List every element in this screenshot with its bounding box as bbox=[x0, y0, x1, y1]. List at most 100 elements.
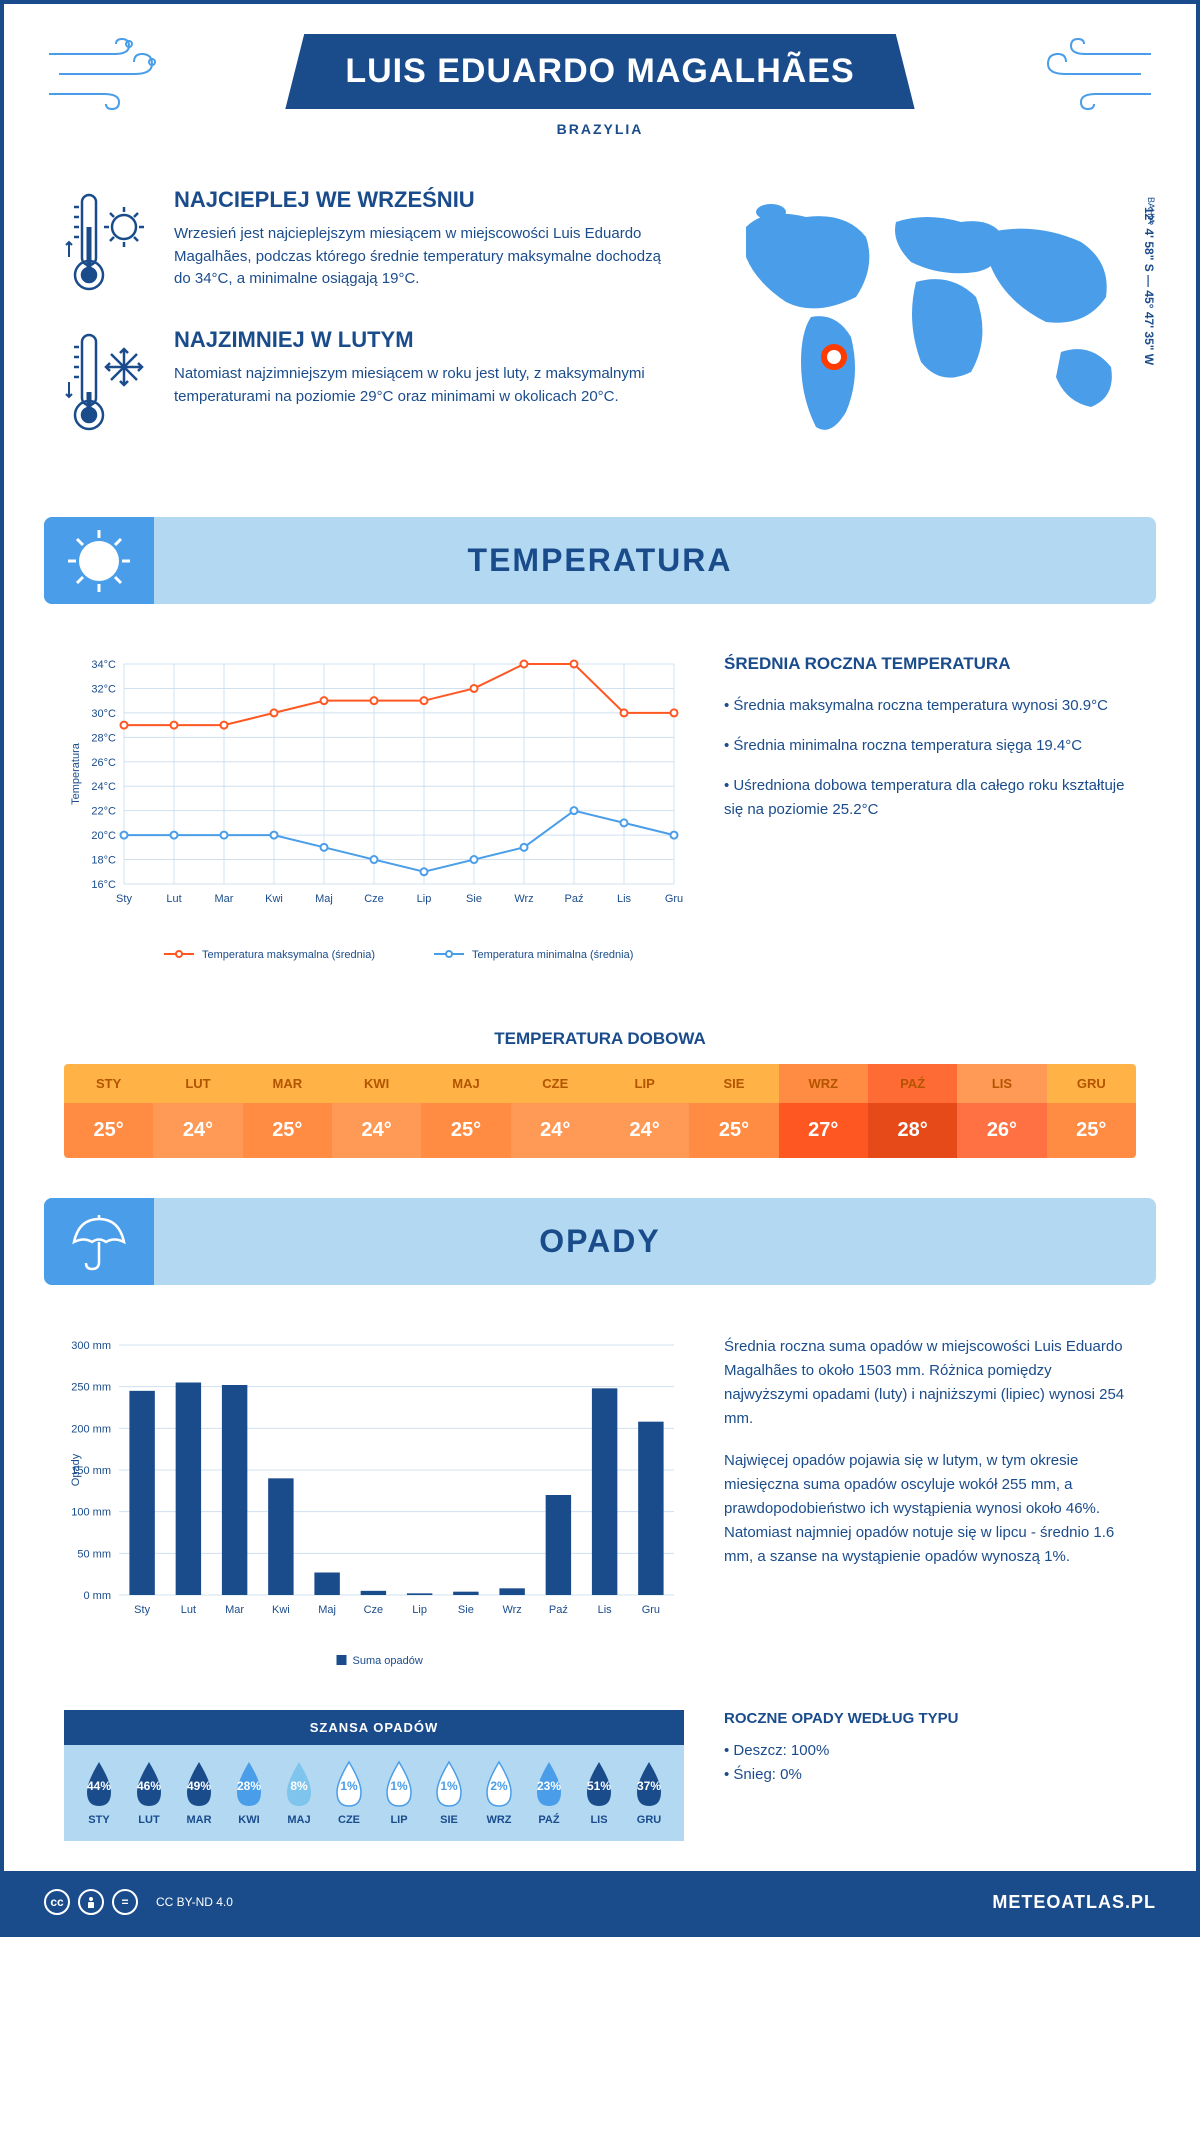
intro-section: NAJCIEPLEJ WE WRZEŚNIU Wrzesień jest naj… bbox=[4, 157, 1196, 497]
precipitation-section: 0 mm50 mm100 mm150 mm200 mm250 mm300 mmS… bbox=[4, 1305, 1196, 1710]
cold-heading: NAJZIMNIEJ W LUTYM bbox=[174, 327, 676, 353]
svg-text:Cze: Cze bbox=[364, 893, 384, 905]
precip-type-info: ROCZNE OPADY WEDŁUG TYPU • Deszcz: 100% … bbox=[724, 1710, 1136, 1841]
chance-section: SZANSA OPADÓW 44%STY46%LUT49%MAR28%KWI8%… bbox=[64, 1710, 1136, 1841]
daily-month-label: SIE bbox=[689, 1064, 778, 1103]
type-rain: • Deszcz: 100% bbox=[724, 1739, 1136, 1763]
svg-text:Opady: Opady bbox=[70, 1453, 82, 1486]
chance-month: LIP bbox=[377, 1814, 421, 1826]
chance-pct: 23% bbox=[537, 1779, 561, 1793]
chance-pct: 49% bbox=[187, 1779, 211, 1793]
svg-text:Sie: Sie bbox=[458, 1604, 474, 1616]
chance-pct: 46% bbox=[137, 1779, 161, 1793]
svg-text:Temperatura minimalna (średnia: Temperatura minimalna (średnia) bbox=[472, 949, 633, 961]
chance-drop: 23% PAŹ bbox=[527, 1760, 571, 1826]
daily-col: MAR25° bbox=[243, 1064, 332, 1158]
daily-col: GRU25° bbox=[1047, 1064, 1136, 1158]
daily-temp-value: 28° bbox=[868, 1103, 957, 1158]
svg-text:Sie: Sie bbox=[466, 893, 482, 905]
thermometer-hot-icon bbox=[64, 187, 154, 297]
svg-text:Kwi: Kwi bbox=[265, 893, 283, 905]
sun-icon bbox=[64, 526, 134, 596]
chance-drop: 37%GRU bbox=[627, 1760, 671, 1826]
chance-month: WRZ bbox=[477, 1814, 521, 1826]
daily-temp-value: 25° bbox=[1047, 1103, 1136, 1158]
svg-text:50 mm: 50 mm bbox=[77, 1548, 111, 1560]
page-subtitle: BRAZYLIA bbox=[44, 121, 1156, 137]
svg-text:Lis: Lis bbox=[617, 893, 632, 905]
coordinates: 12° 4' 58" S — 45° 47' 35" W bbox=[1142, 207, 1156, 365]
precipitation-banner: OPADY bbox=[44, 1198, 1156, 1285]
type-heading: ROCZNE OPADY WEDŁUG TYPU bbox=[724, 1710, 1136, 1727]
svg-text:16°C: 16°C bbox=[91, 879, 116, 891]
chance-month: LIS bbox=[577, 1814, 621, 1826]
svg-text:24°C: 24°C bbox=[91, 781, 116, 793]
chance-drop: 1%LIP bbox=[377, 1760, 421, 1826]
svg-text:Paź: Paź bbox=[549, 1604, 568, 1616]
daily-col: LIP24° bbox=[600, 1064, 689, 1158]
temperature-banner: TEMPERATURA bbox=[44, 517, 1156, 604]
chance-body: 44%STY46%LUT49%MAR28%KWI8%MAJ1%CZE1%LIP1… bbox=[64, 1745, 684, 1841]
world-map bbox=[716, 187, 1136, 447]
chance-pct: 1% bbox=[440, 1779, 457, 1793]
svg-text:Sty: Sty bbox=[116, 893, 132, 905]
chance-drop: 1%CZE bbox=[327, 1760, 371, 1826]
daily-temp-value: 24° bbox=[511, 1103, 600, 1158]
daily-temp-value: 26° bbox=[957, 1103, 1046, 1158]
daily-temp-title: TEMPERATURA DOBOWA bbox=[4, 1029, 1196, 1049]
hot-block: NAJCIEPLEJ WE WRZEŚNIU Wrzesień jest naj… bbox=[64, 187, 676, 297]
daily-month-label: CZE bbox=[511, 1064, 600, 1103]
nd-icon: = bbox=[112, 1889, 138, 1915]
svg-text:Temperatura maksymalna (średni: Temperatura maksymalna (średnia) bbox=[202, 949, 375, 961]
daily-month-label: MAJ bbox=[421, 1064, 510, 1103]
chance-month: MAJ bbox=[277, 1814, 321, 1826]
svg-text:Paź: Paź bbox=[565, 893, 584, 905]
temp-info-heading: ŚREDNIA ROCZNA TEMPERATURA bbox=[724, 654, 1136, 674]
daily-temp-value: 25° bbox=[689, 1103, 778, 1158]
svg-text:Sty: Sty bbox=[134, 1604, 150, 1616]
chance-month: PAŹ bbox=[527, 1814, 571, 1826]
chance-pct: 1% bbox=[340, 1779, 357, 1793]
daily-temp-value: 25° bbox=[243, 1103, 332, 1158]
type-snow: • Śnieg: 0% bbox=[724, 1763, 1136, 1787]
page-title: LUIS EDUARDO MAGALHÃES bbox=[285, 34, 914, 109]
svg-text:Lut: Lut bbox=[181, 1604, 196, 1616]
temperature-section: 16°C18°C20°C22°C24°C26°C28°C30°C32°C34°C… bbox=[4, 624, 1196, 1009]
daily-month-label: LIP bbox=[600, 1064, 689, 1103]
chance-drop: 49% MAR bbox=[177, 1760, 221, 1826]
temperature-chart: 16°C18°C20°C22°C24°C26°C28°C30°C32°C34°C… bbox=[64, 654, 684, 979]
daily-temp-value: 25° bbox=[64, 1103, 153, 1158]
daily-col: LIS26° bbox=[957, 1064, 1046, 1158]
chance-month: MAR bbox=[177, 1814, 221, 1826]
svg-text:32°C: 32°C bbox=[91, 683, 116, 695]
daily-temp-value: 27° bbox=[779, 1103, 868, 1158]
precipitation-chart: 0 mm50 mm100 mm150 mm200 mm250 mm300 mmS… bbox=[64, 1335, 684, 1680]
daily-month-label: LUT bbox=[153, 1064, 242, 1103]
svg-text:Gru: Gru bbox=[642, 1604, 660, 1616]
svg-text:Lip: Lip bbox=[417, 893, 432, 905]
svg-text:34°C: 34°C bbox=[91, 659, 116, 671]
temperature-title: TEMPERATURA bbox=[44, 542, 1156, 579]
cc-icon: cc bbox=[44, 1889, 70, 1915]
temp-bullet-2: • Średnia minimalna roczna temperatura s… bbox=[724, 734, 1136, 758]
svg-text:Lip: Lip bbox=[412, 1604, 427, 1616]
header: LUIS EDUARDO MAGALHÃES BRAZYLIA bbox=[4, 4, 1196, 157]
svg-text:Temperatura: Temperatura bbox=[70, 742, 82, 805]
thermometer-cold-icon bbox=[64, 327, 154, 437]
daily-month-label: STY bbox=[64, 1064, 153, 1103]
daily-temp-value: 24° bbox=[153, 1103, 242, 1158]
location-marker bbox=[824, 347, 844, 367]
svg-text:20°C: 20°C bbox=[91, 830, 116, 842]
site-name: METEOATLAS.PL bbox=[992, 1892, 1156, 1913]
svg-text:30°C: 30°C bbox=[91, 708, 116, 720]
svg-text:Kwi: Kwi bbox=[272, 1604, 290, 1616]
daily-month-label: GRU bbox=[1047, 1064, 1136, 1103]
chance-month: GRU bbox=[627, 1814, 671, 1826]
sun-icon-box bbox=[44, 517, 154, 604]
license-icons: cc = CC BY-ND 4.0 bbox=[44, 1889, 233, 1915]
chance-month: STY bbox=[77, 1814, 121, 1826]
license-text: CC BY-ND 4.0 bbox=[156, 1895, 233, 1909]
chance-drop: 44%STY bbox=[77, 1760, 121, 1826]
daily-temp-value: 24° bbox=[600, 1103, 689, 1158]
chance-pct: 51% bbox=[587, 1779, 611, 1793]
